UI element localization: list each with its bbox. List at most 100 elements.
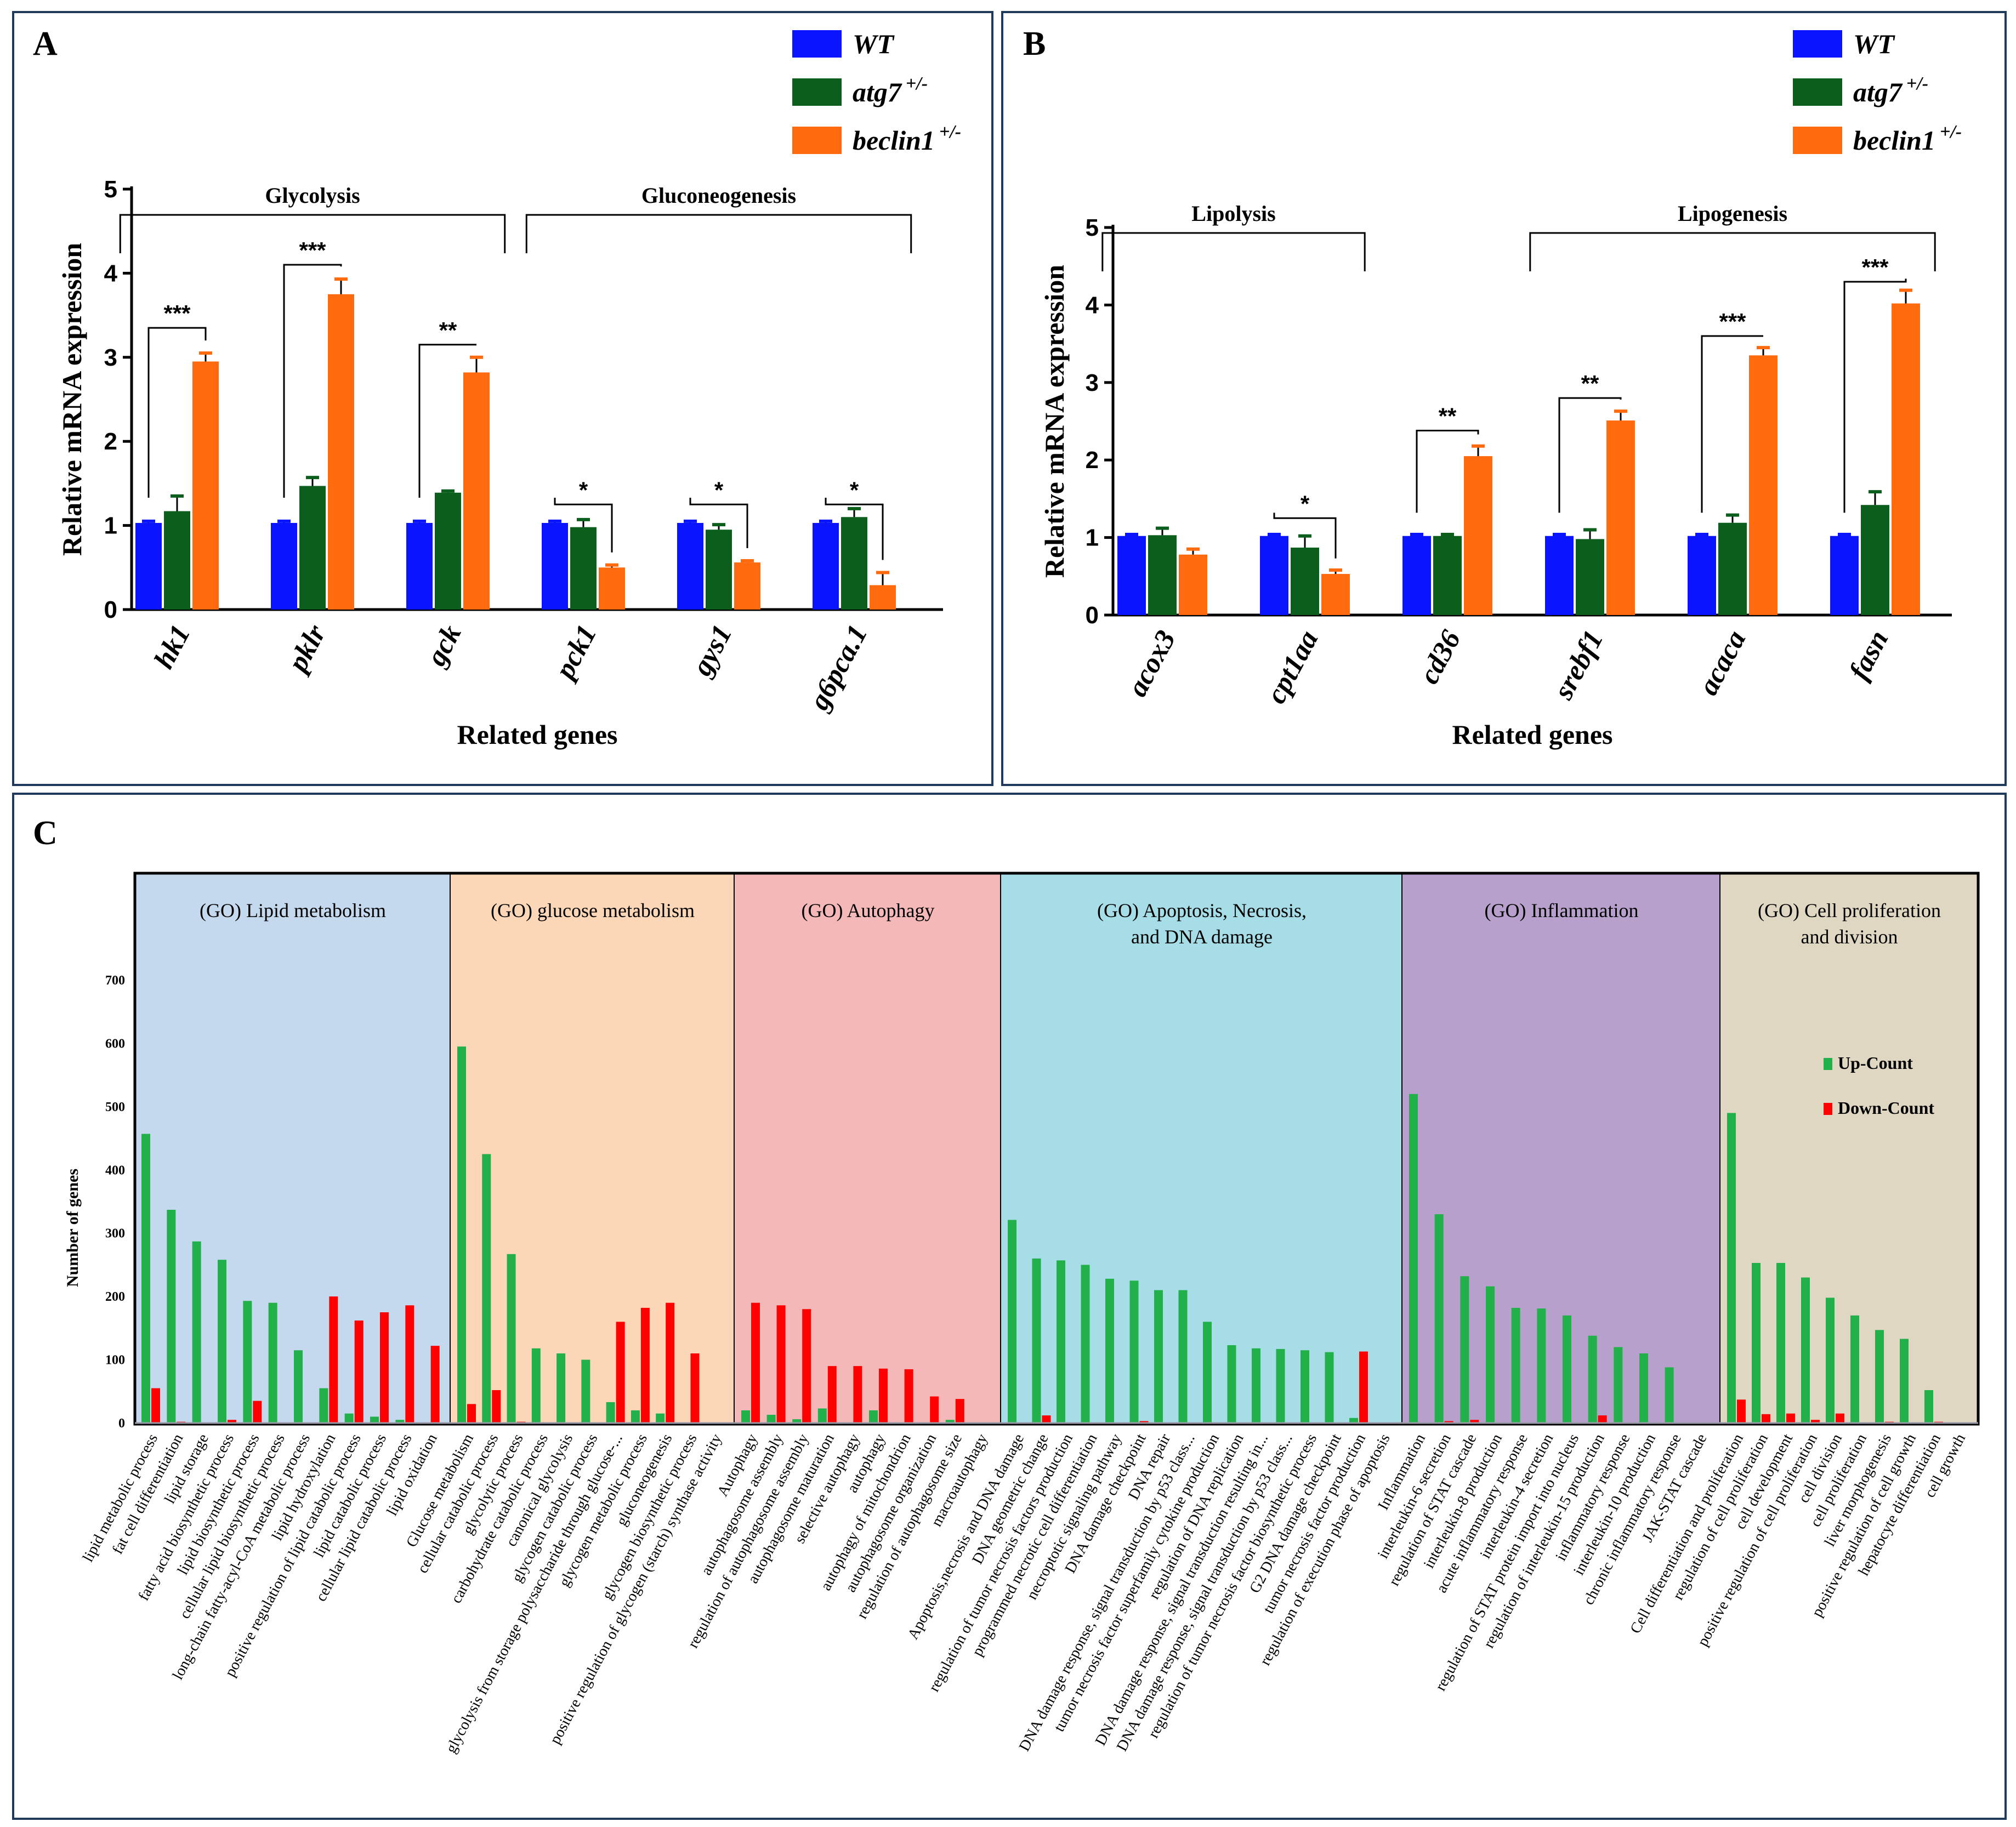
legend-label-superscript: +/- bbox=[906, 73, 928, 94]
c-up-bar bbox=[1588, 1335, 1597, 1423]
legend-swatch-1 bbox=[792, 78, 842, 106]
legend-label-superscript: +/- bbox=[1940, 122, 1962, 142]
y-tick-label: 0 bbox=[104, 596, 117, 623]
c-legend-swatch bbox=[1824, 1103, 1832, 1115]
c-down-bar bbox=[151, 1388, 160, 1423]
panel-b-frame bbox=[1001, 11, 2007, 786]
bar-acaca-2 bbox=[1749, 355, 1778, 615]
c-up-bar bbox=[1900, 1339, 1909, 1423]
c-down-bar bbox=[1042, 1415, 1051, 1423]
c-down-bar bbox=[354, 1321, 364, 1423]
c-section-title: and DNA damage bbox=[1131, 926, 1273, 948]
c-up-bar bbox=[792, 1419, 802, 1423]
bar-acaca-0 bbox=[1688, 536, 1716, 615]
bar-hk1-2 bbox=[192, 361, 219, 610]
c-down-bar bbox=[228, 1420, 236, 1423]
c-up-bar bbox=[1081, 1265, 1090, 1423]
c-down-bar bbox=[1836, 1413, 1844, 1423]
chart-b: 0 1 2 3 4 5 Relative mRNA expression Related ge… bbox=[1039, 29, 1962, 750]
bar-gys1-1 bbox=[706, 530, 732, 610]
chart-c: 700 600 500 400 300 200 100 0 Number of genes (GO… bbox=[64, 872, 1980, 1756]
significance-bracket bbox=[147, 327, 207, 498]
gene-label-gck: gck bbox=[421, 620, 468, 671]
c-down-bar bbox=[879, 1368, 888, 1423]
c-y-tick-label: 200 bbox=[105, 1290, 125, 1304]
c-y-tick-label: 400 bbox=[105, 1163, 125, 1177]
c-up-bar bbox=[1486, 1286, 1495, 1423]
significance-mark: * bbox=[1301, 491, 1310, 516]
c-up-bar bbox=[945, 1420, 955, 1423]
c-up-bar bbox=[766, 1414, 776, 1423]
legend-label-2: beclin1 +/- bbox=[1853, 122, 1962, 156]
c-legend-swatch bbox=[1824, 1058, 1832, 1070]
c-up-bar bbox=[1252, 1348, 1260, 1423]
significance-bracket bbox=[1843, 278, 1907, 513]
group-bracket bbox=[1101, 232, 1366, 271]
bar-g6pca.1-1 bbox=[841, 517, 867, 610]
c-up-bar bbox=[1203, 1322, 1212, 1423]
gene-label-srebf1: srebf1 bbox=[1547, 625, 1609, 705]
y-tick-label: 0 bbox=[1086, 602, 1099, 629]
c-up-bar bbox=[507, 1254, 516, 1423]
gene-label-acaca: acaca bbox=[1693, 625, 1752, 700]
bar-cd36-0 bbox=[1402, 536, 1431, 615]
significance-bracket bbox=[1416, 429, 1479, 513]
c-down-bar bbox=[1737, 1399, 1746, 1423]
c-down-bar bbox=[467, 1404, 476, 1423]
y-tick-label: 3 bbox=[1086, 369, 1099, 396]
bar-cpt1aa-0 bbox=[1260, 536, 1288, 615]
c-down-bar bbox=[329, 1296, 338, 1423]
c-down-bar bbox=[1139, 1421, 1149, 1423]
bar-cd36-2 bbox=[1464, 456, 1492, 615]
c-up-bar bbox=[243, 1301, 252, 1423]
significance-mark: * bbox=[714, 477, 724, 503]
c-up-bar bbox=[1349, 1418, 1358, 1423]
y-tick-label: 2 bbox=[1086, 447, 1099, 474]
c-up-bar bbox=[1032, 1258, 1041, 1423]
c-up-bar bbox=[268, 1302, 277, 1423]
bar-acox3-2 bbox=[1179, 554, 1207, 615]
chart-a: 0 1 2 3 4 5 Relative mRNA expression Related ge… bbox=[56, 29, 961, 750]
significance-mark: * bbox=[850, 477, 859, 503]
x-axis-title: Related genes bbox=[457, 719, 618, 750]
legend-label-0: WT bbox=[853, 29, 895, 59]
c-up-bar bbox=[1008, 1220, 1016, 1423]
c-up-bar bbox=[1178, 1290, 1188, 1423]
gene-label-fasn: fasn bbox=[1843, 625, 1895, 685]
bar-acaca-1 bbox=[1718, 522, 1747, 615]
significance-mark: ** bbox=[1439, 403, 1457, 429]
c-up-bar bbox=[1154, 1290, 1163, 1423]
c-plot-frame bbox=[133, 872, 1980, 1426]
legend-label-2: beclin1 +/- bbox=[853, 122, 961, 156]
c-y-axis-title: Number of genes bbox=[64, 1169, 82, 1287]
group-label: Lipogenesis bbox=[1678, 201, 1787, 226]
significance-bracket bbox=[554, 497, 613, 553]
c-up-bar bbox=[1460, 1276, 1469, 1423]
c-section-title: (GO) Lipid metabolism bbox=[200, 900, 386, 921]
c-down-bar bbox=[827, 1366, 837, 1423]
group-bracket bbox=[119, 214, 506, 253]
y-tick-label: 5 bbox=[1086, 214, 1099, 241]
legend-swatch-1 bbox=[1793, 78, 1842, 106]
c-y-tick-label: 600 bbox=[105, 1037, 125, 1051]
c-up-bar bbox=[1826, 1297, 1835, 1423]
gene-label-gys1: gys1 bbox=[686, 620, 739, 681]
c-down-bar bbox=[853, 1366, 862, 1423]
c-up-bar bbox=[1752, 1262, 1761, 1423]
panel-a-frame bbox=[12, 11, 993, 786]
c-up-bar bbox=[294, 1350, 303, 1423]
y-tick-label: 4 bbox=[1086, 292, 1099, 318]
c-up-bar bbox=[817, 1408, 827, 1423]
group-label: Lipolysis bbox=[1191, 201, 1275, 226]
c-down-bar bbox=[253, 1401, 262, 1423]
significance-mark: ** bbox=[1581, 371, 1599, 396]
significance-bracket bbox=[1558, 397, 1622, 513]
c-section-bg-1 bbox=[451, 873, 735, 1424]
bar-gck-1 bbox=[435, 492, 461, 610]
c-up-bar bbox=[1057, 1260, 1065, 1423]
significance-bracket bbox=[689, 497, 748, 549]
y-tick-label: 2 bbox=[104, 428, 117, 455]
c-down-bar bbox=[1811, 1420, 1820, 1423]
c-up-bar bbox=[1276, 1348, 1285, 1423]
c-y-tick-label: 500 bbox=[105, 1100, 125, 1114]
